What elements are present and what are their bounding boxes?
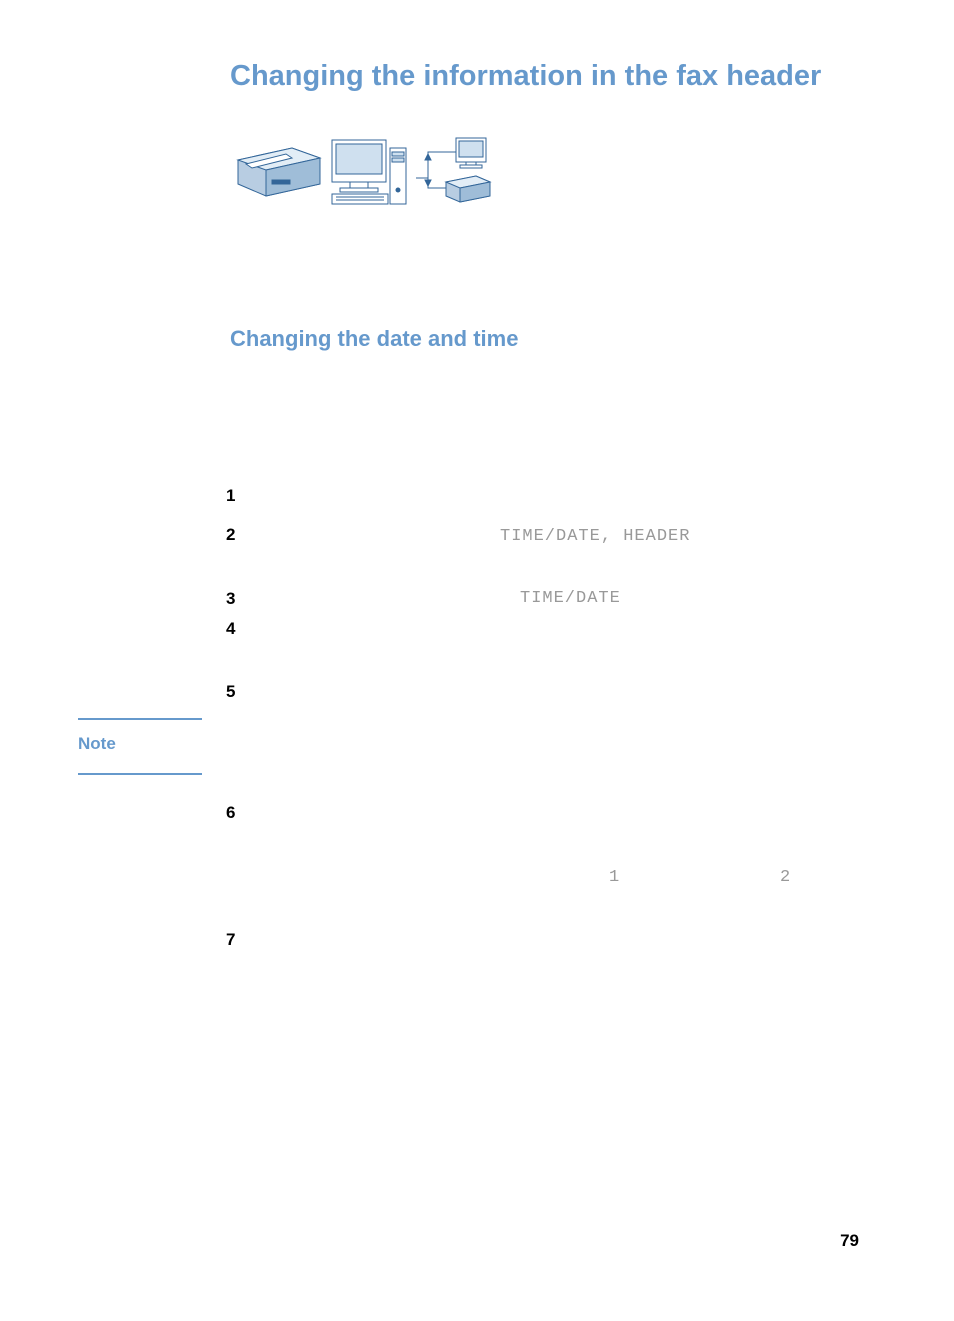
step-number-5: 5 <box>226 682 235 702</box>
step-number-4: 4 <box>226 619 235 639</box>
section-subtitle: Changing the date and time <box>230 326 518 352</box>
step-number-3: 3 <box>226 589 235 609</box>
page-number: 79 <box>840 1231 859 1251</box>
fax-computer-illustration <box>232 130 492 210</box>
display-time-date-header: TIME/DATE, HEADER <box>500 527 690 546</box>
note-rule-bottom <box>78 773 202 775</box>
step-number-7: 7 <box>226 930 235 950</box>
note-label: Note <box>78 734 116 754</box>
display-time-date: TIME/DATE <box>520 589 621 608</box>
display-two: 2 <box>780 868 791 887</box>
page: Changing the information in the fax head… <box>0 0 954 1321</box>
step-number-6: 6 <box>226 803 235 823</box>
step-number-2: 2 <box>226 525 235 545</box>
page-title: Changing the information in the fax head… <box>230 60 821 93</box>
display-one: 1 <box>609 868 620 887</box>
step-number-1: 1 <box>226 486 235 506</box>
note-rule-top <box>78 718 202 720</box>
